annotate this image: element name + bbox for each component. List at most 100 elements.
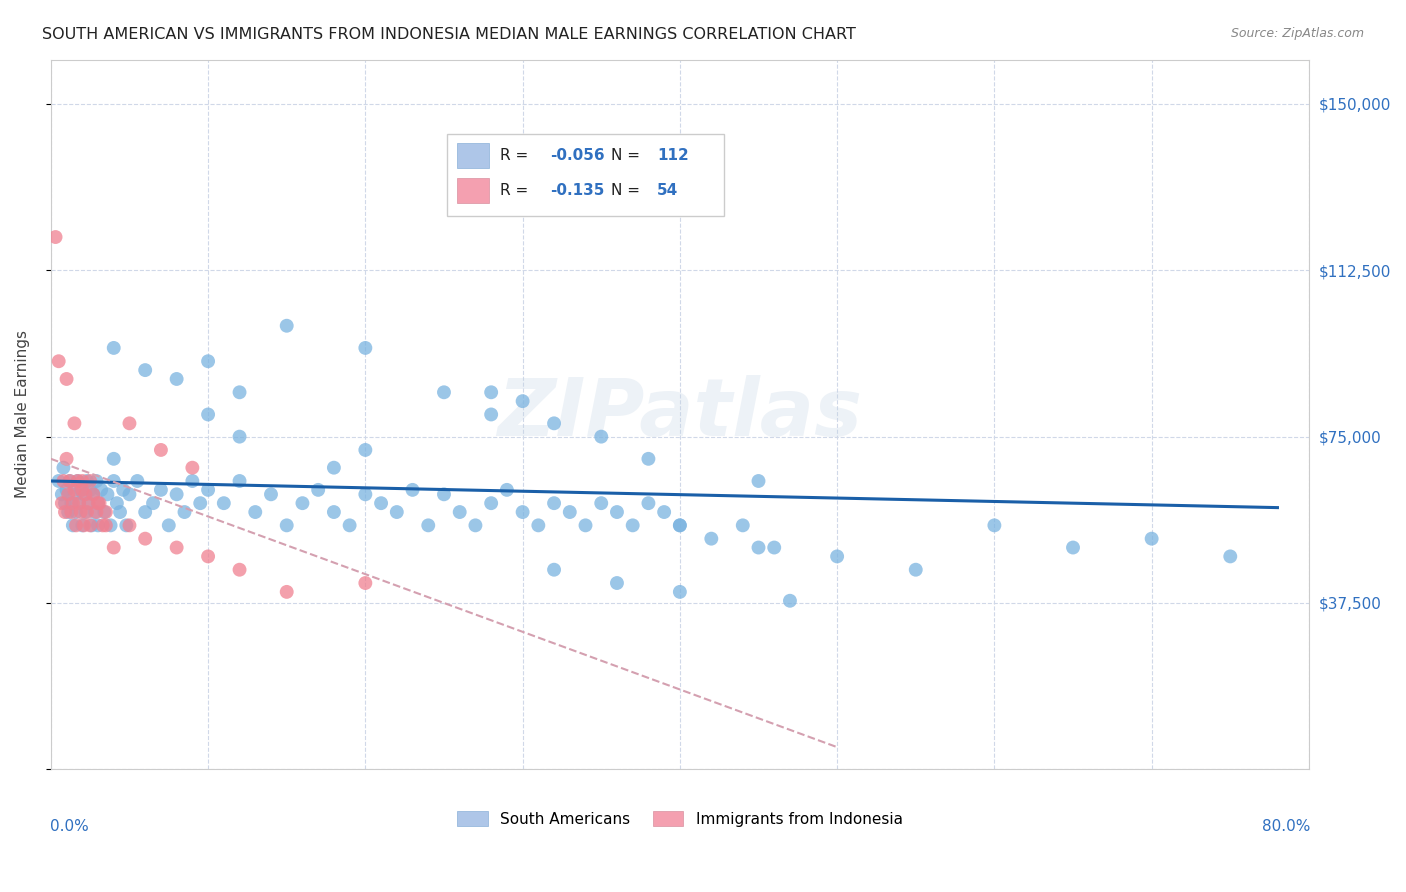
Point <box>134 505 156 519</box>
Bar <box>457 143 489 168</box>
Point <box>228 474 250 488</box>
Point <box>73 518 96 533</box>
Point <box>433 487 456 501</box>
Point <box>76 474 98 488</box>
Point <box>55 372 77 386</box>
Text: -0.135: -0.135 <box>550 184 605 198</box>
Point <box>65 505 87 519</box>
Point <box>94 505 117 519</box>
FancyBboxPatch shape <box>447 134 724 216</box>
Point <box>72 518 94 533</box>
Point <box>87 496 110 510</box>
Point <box>1062 541 1084 555</box>
Point <box>86 505 108 519</box>
Point <box>51 496 73 510</box>
Point <box>91 518 114 533</box>
Point <box>166 487 188 501</box>
Point <box>79 518 101 533</box>
Point <box>55 451 77 466</box>
Text: 54: 54 <box>657 184 679 198</box>
Point <box>983 518 1005 533</box>
Point <box>96 487 118 501</box>
Point <box>118 518 141 533</box>
Point <box>51 487 73 501</box>
Point <box>115 518 138 533</box>
Text: N =: N = <box>610 184 644 198</box>
Point <box>77 496 100 510</box>
Point <box>108 505 131 519</box>
Point <box>75 505 97 519</box>
Point <box>370 496 392 510</box>
Point <box>52 460 75 475</box>
Point <box>669 518 692 533</box>
Point <box>69 505 91 519</box>
Point <box>127 474 149 488</box>
Point <box>669 518 692 533</box>
Point <box>62 518 84 533</box>
Point <box>543 417 565 431</box>
Point <box>558 505 581 519</box>
Point <box>45 230 67 244</box>
Point <box>112 483 135 497</box>
Text: 0.0%: 0.0% <box>49 819 89 834</box>
Point <box>134 532 156 546</box>
Point <box>103 541 125 555</box>
Point <box>1140 532 1163 546</box>
Point <box>149 483 172 497</box>
Point <box>181 460 204 475</box>
Text: N =: N = <box>610 148 644 163</box>
Point <box>512 394 534 409</box>
Point <box>100 518 122 533</box>
Point <box>56 487 79 501</box>
Point <box>76 505 98 519</box>
Point <box>276 318 298 333</box>
Point <box>60 505 83 519</box>
Point <box>75 487 97 501</box>
Point <box>82 487 104 501</box>
Point <box>479 496 502 510</box>
Point <box>1219 549 1241 564</box>
Text: R =: R = <box>501 184 533 198</box>
Point <box>591 430 613 444</box>
Point <box>65 518 87 533</box>
Y-axis label: Median Male Earnings: Median Male Earnings <box>15 330 30 499</box>
Point <box>105 496 128 510</box>
Point <box>67 496 90 510</box>
Point <box>669 585 692 599</box>
Point <box>79 483 101 497</box>
Point <box>103 341 125 355</box>
Point <box>103 451 125 466</box>
Point <box>260 487 283 501</box>
Point <box>307 483 329 497</box>
Point <box>637 451 659 466</box>
Point <box>464 518 486 533</box>
Point <box>621 518 644 533</box>
Point <box>142 496 165 510</box>
Point <box>118 487 141 501</box>
Point <box>55 483 77 497</box>
Point <box>69 483 91 497</box>
Point <box>197 354 219 368</box>
Text: -0.056: -0.056 <box>550 148 605 163</box>
Point <box>149 442 172 457</box>
Point <box>825 549 848 564</box>
Point <box>418 518 440 533</box>
Point <box>53 505 76 519</box>
Point <box>449 505 471 519</box>
Point <box>228 430 250 444</box>
Point <box>87 518 110 533</box>
Point <box>496 483 519 497</box>
Point <box>181 474 204 488</box>
Point <box>747 541 769 555</box>
Point <box>652 505 675 519</box>
Point <box>157 518 180 533</box>
Point <box>80 518 103 533</box>
Point <box>276 585 298 599</box>
Point <box>574 518 596 533</box>
Point <box>63 417 86 431</box>
Point <box>66 474 89 488</box>
Point <box>354 341 377 355</box>
Point <box>86 474 108 488</box>
Point <box>103 474 125 488</box>
Point <box>173 505 195 519</box>
